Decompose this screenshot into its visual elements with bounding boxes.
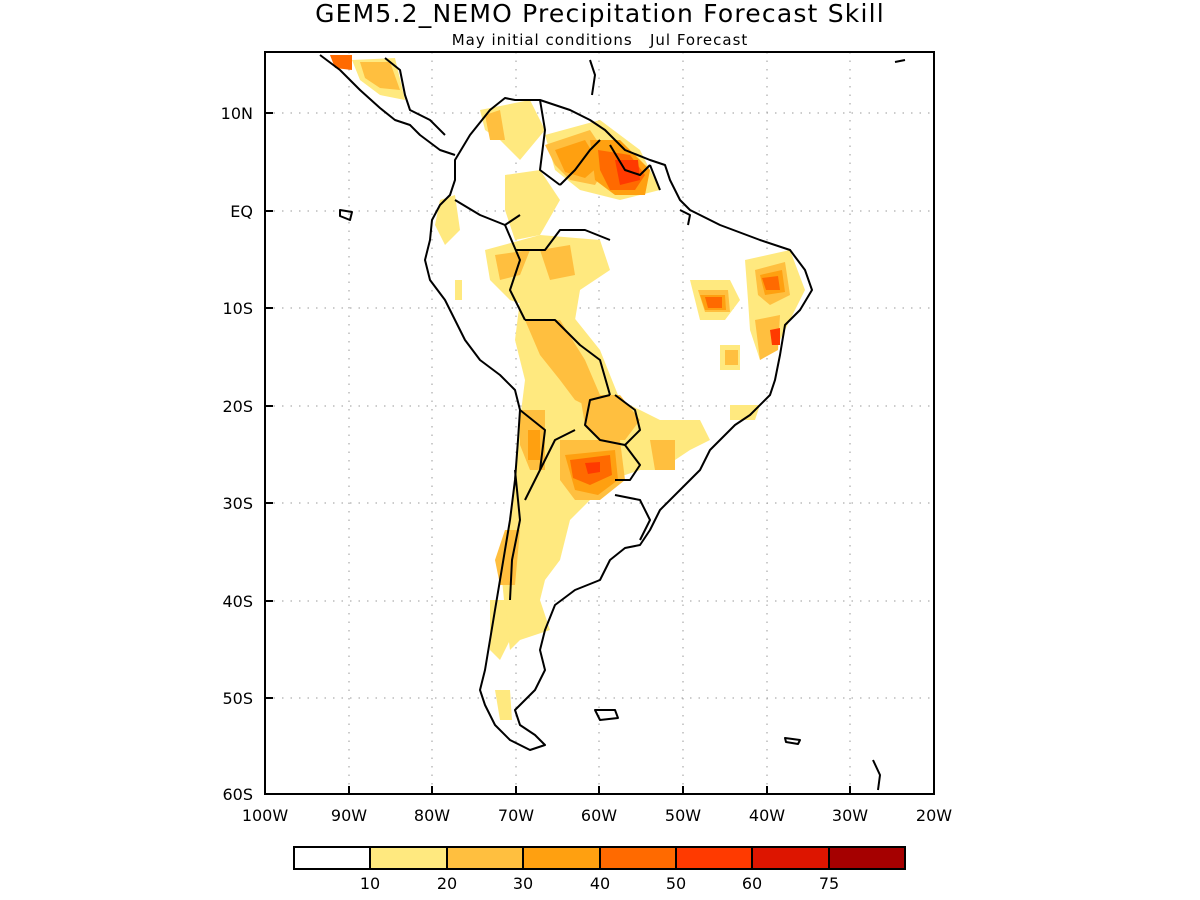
lon-label: 50W <box>665 806 701 825</box>
colorbar-swatch <box>447 847 523 869</box>
map-title: GEM5.2_NEMO Precipitation Forecast Skill <box>315 0 885 28</box>
coastlines <box>319 54 906 791</box>
map-subtitle: May initial conditions Jul Forecast <box>452 31 749 49</box>
lat-label: 10N <box>221 104 253 123</box>
colorbar-swatch <box>600 847 676 869</box>
colorbar: 10 20 30 40 50 60 75 <box>293 846 906 893</box>
lat-label: 40S <box>222 592 253 611</box>
lat-label: 20S <box>222 397 253 416</box>
colorbar-swatch <box>523 847 600 869</box>
gridlines <box>265 52 934 794</box>
lon-label: 20W <box>916 806 952 825</box>
colorbar-label: 75 <box>819 874 839 893</box>
lon-label: 90W <box>331 806 367 825</box>
colorbar-label: 30 <box>513 874 533 893</box>
colorbar-swatch <box>676 847 752 869</box>
lat-label: 30S <box>222 494 253 513</box>
colorbar-label: 40 <box>590 874 610 893</box>
skill-shading <box>330 55 805 720</box>
skill-level-50-60 <box>585 160 780 474</box>
lat-label: EQ <box>230 202 253 221</box>
colorbar-swatch <box>829 847 905 869</box>
colorbar-label: 10 <box>360 874 380 893</box>
colorbar-swatch <box>752 847 829 869</box>
lon-label: 100W <box>242 806 289 825</box>
lon-label: 60W <box>581 806 617 825</box>
colorbar-label: 20 <box>437 874 457 893</box>
lat-label: 50S <box>222 689 253 708</box>
lon-label: 40W <box>749 806 785 825</box>
colorbar-swatch <box>294 847 370 869</box>
lon-label: 80W <box>414 806 450 825</box>
colorbar-label: 50 <box>666 874 686 893</box>
lat-label: 10S <box>222 299 253 318</box>
lon-label: 30W <box>832 806 868 825</box>
lon-label: 70W <box>498 806 534 825</box>
colorbar-swatch <box>370 847 447 869</box>
lat-label: 60S <box>222 785 253 804</box>
lat-labels: 10N EQ 10S 20S 30S 40S 50S 60S <box>221 104 253 804</box>
tick-marks <box>265 112 851 794</box>
lon-labels: 100W 90W 80W 70W 60W 50W 40W 30W 20W <box>242 806 952 825</box>
colorbar-label: 60 <box>742 874 762 893</box>
